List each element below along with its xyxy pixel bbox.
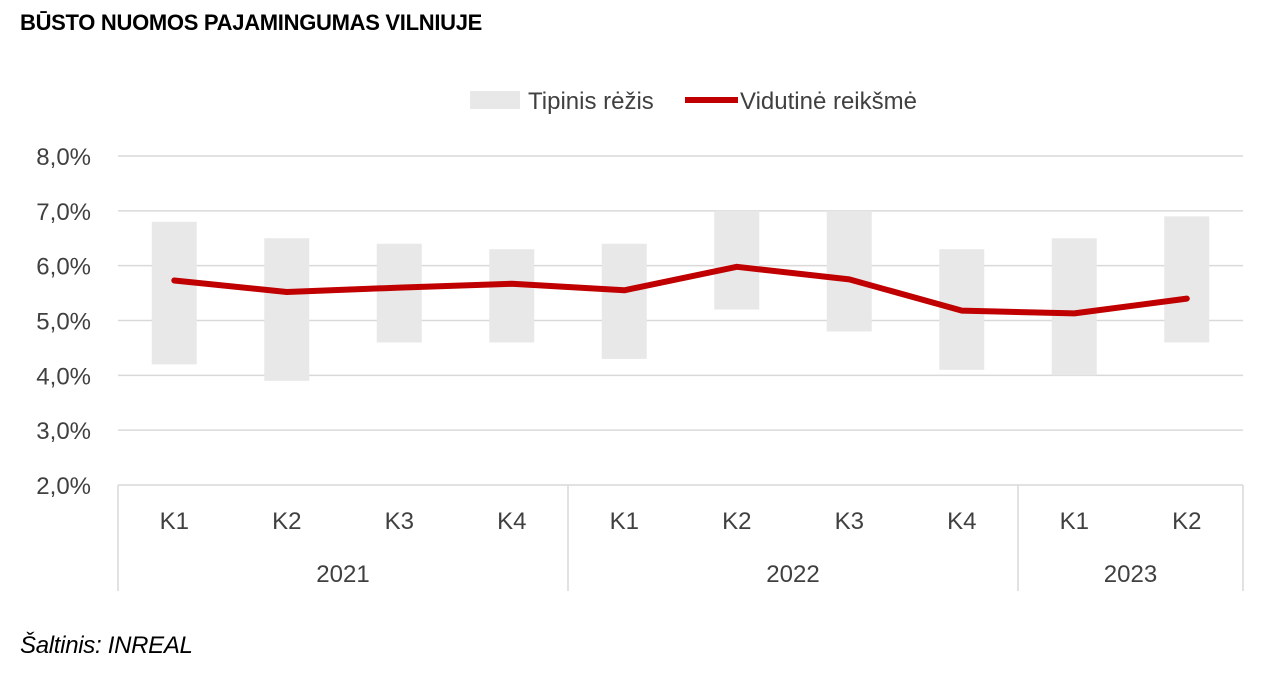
y-tick-label: 2,0% (36, 473, 91, 500)
x-tick-label: K4 (497, 508, 526, 535)
range-bar (826, 210, 872, 332)
range-bar (1051, 238, 1097, 376)
range-bar (714, 210, 760, 310)
x-tick-label: K2 (272, 508, 301, 535)
legend-range-label: Tipinis rėžis (528, 88, 654, 115)
range-bar (151, 221, 197, 365)
x-tick-label: K2 (1172, 508, 1201, 535)
range-bar (376, 243, 422, 343)
y-tick-label: 8,0% (36, 144, 91, 171)
x-tick-label: K2 (722, 508, 751, 535)
range-bar (489, 249, 535, 343)
x-tick-label: K4 (947, 508, 976, 535)
legend-line-label: Vidutinė reikšmė (740, 88, 917, 115)
y-tick-label: 6,0% (36, 254, 91, 281)
average-line (171, 263, 1190, 317)
legend: Tipinis rėžis Vidutinė reikšmė (470, 88, 917, 115)
x-tick-label: K1 (610, 508, 639, 535)
source-note: Šaltinis: INREAL (20, 632, 193, 659)
x-tick-label: K3 (835, 508, 864, 535)
range-bars (151, 210, 1210, 381)
y-tick-label: 5,0% (36, 309, 91, 336)
x-group-label: 2021 (316, 561, 369, 588)
x-tick-label: K3 (385, 508, 414, 535)
range-bar (601, 243, 647, 359)
x-tick-label: K1 (1060, 508, 1089, 535)
average-line-path (171, 263, 1190, 317)
range-bar (264, 238, 310, 381)
x-group-label: 2023 (1104, 561, 1157, 588)
y-tick-label: 7,0% (36, 199, 91, 226)
y-tick-label: 4,0% (36, 363, 91, 390)
x-axis: K1 K2 K3 K4 K1 K2 K3 K4 K1 K2 2021 2022 2023 (117, 484, 1244, 591)
legend-range-swatch (470, 91, 520, 109)
range-bar (1164, 216, 1210, 343)
y-axis-ticks: 8,0% 7,0% 6,0% 5,0% 4,0% 3,0% 2,0% (36, 144, 91, 500)
x-group-label: 2022 (766, 561, 819, 588)
y-tick-label: 3,0% (36, 418, 91, 445)
chart-title: BŪSTO NUOMOS PAJAMINGUMAS VILNIUJE (20, 10, 483, 35)
x-tick-label: K1 (160, 508, 189, 535)
